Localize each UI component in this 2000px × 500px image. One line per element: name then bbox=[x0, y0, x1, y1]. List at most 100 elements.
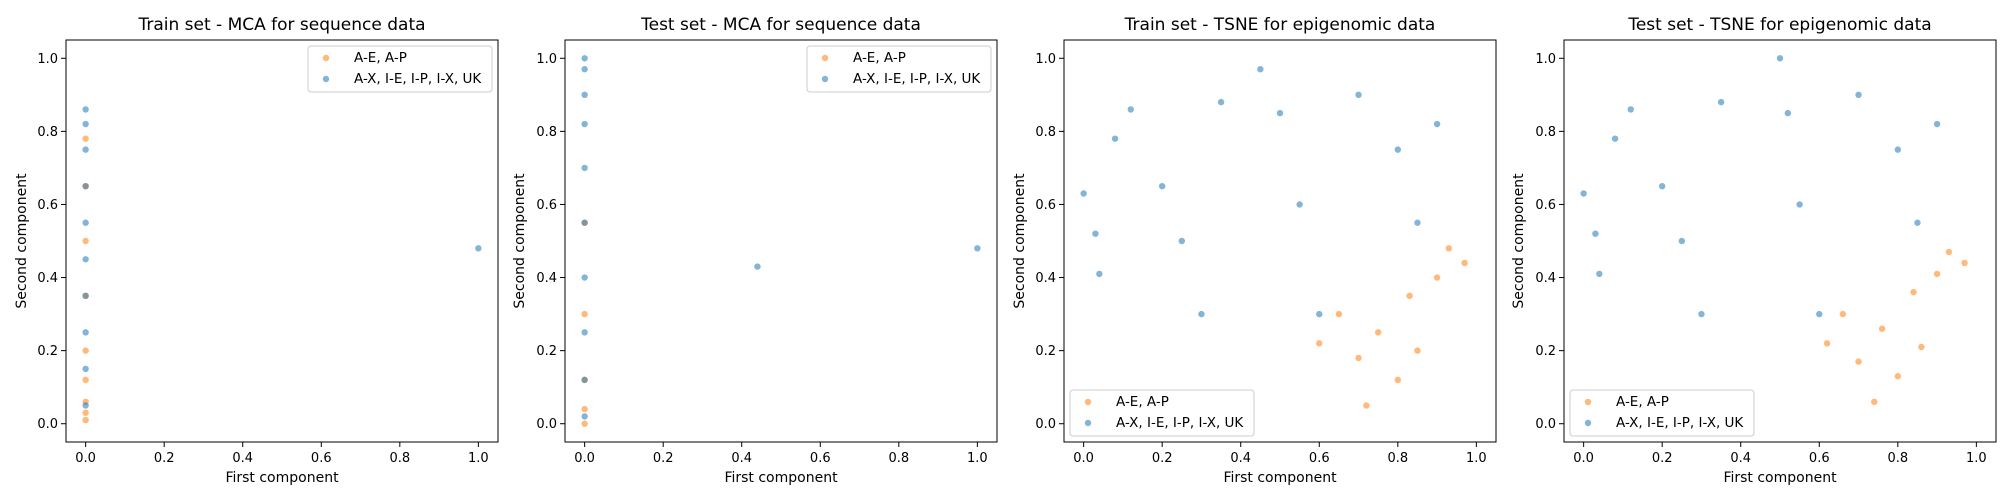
panel-4-series-a-point bbox=[1894, 373, 1902, 380]
panel-4-series-a-point bbox=[1918, 343, 1925, 351]
panel-2-series-b-point bbox=[581, 55, 588, 62]
panel-4-series-a-point bbox=[1839, 310, 1847, 318]
panel-2-ytick-label: 0.2 bbox=[536, 344, 557, 359]
panel-3-series-b-point bbox=[1096, 270, 1103, 278]
panel-1-legend: A-E, A-P A-X, I-E, I-P, I-X, UK bbox=[307, 45, 493, 93]
panel-4-series-b-point bbox=[1796, 201, 1803, 208]
panel-1-legend-marker-a bbox=[322, 54, 330, 62]
panel-2-ytick-label: 0.6 bbox=[536, 198, 557, 213]
panel-3-ytick-label: 0.8 bbox=[1035, 125, 1056, 140]
panel-2-legend-marker-a bbox=[821, 54, 829, 62]
panel-1-series-a-point bbox=[82, 409, 89, 416]
panel-2-series-b-point bbox=[581, 164, 588, 172]
panel-3-series-a-point bbox=[1414, 347, 1421, 354]
panel-2-xlabel: First component bbox=[724, 470, 838, 486]
panel-4: Test set - TSNE for epigenomic data 0.0 0… bbox=[1511, 15, 1997, 486]
panel-4-title: Test set - TSNE for epigenomic data bbox=[1627, 15, 1931, 35]
panel-1-ytick-label: 0.6 bbox=[37, 198, 58, 213]
panel-3-legend-marker-a bbox=[1084, 398, 1092, 406]
panel-4-ytick-label: 0.0 bbox=[1535, 417, 1556, 432]
panel-4-series-b-point bbox=[1592, 230, 1599, 237]
panel-1-xtick-label: 1.0 bbox=[468, 451, 489, 466]
panel-4-xticks: 0.0 0.2 0.4 0.6 0.8 1.0 bbox=[1573, 442, 1987, 466]
panel-4-xtick-label: 0.4 bbox=[1730, 451, 1751, 466]
panel-3-xtick-label: 1.0 bbox=[1466, 451, 1487, 466]
panel-3-xtick-label: 0.4 bbox=[1230, 451, 1251, 466]
panel-1-axes-frame bbox=[65, 39, 499, 443]
panel-3-ytick-label: 1.0 bbox=[1035, 52, 1056, 67]
panel-2: Test set - MCA for sequence data 0.0 0.2 0… bbox=[512, 15, 998, 486]
panel-3-title: Train set - TSNE for epigenomic data bbox=[1124, 15, 1436, 35]
panel-2-legend-box bbox=[806, 45, 992, 93]
panel-1-ylabel: Second component bbox=[14, 173, 30, 309]
panel-1-xtick-label: 0.6 bbox=[311, 451, 332, 466]
panel-2-ylabel: Second component bbox=[512, 173, 528, 309]
panel-4-series-b-point bbox=[1580, 190, 1587, 197]
panel-4-xlabel: First component bbox=[1723, 470, 1837, 486]
panel-3-series-b-point bbox=[1127, 106, 1134, 113]
panel-4-legend-label-a: A-E, A-P bbox=[1616, 394, 1669, 410]
panel-4-series-b-point bbox=[1698, 310, 1705, 318]
panel-4-series-a-point bbox=[1871, 398, 1878, 405]
panel-1-series-b-point bbox=[82, 402, 89, 409]
panel-2-ytick-label: 0.4 bbox=[536, 271, 557, 286]
panel-4-series-a-point bbox=[1910, 288, 1917, 296]
panel-3-series-b-point bbox=[1080, 190, 1087, 197]
panel-3-ytick-label: 0.4 bbox=[1035, 271, 1056, 286]
panel-4-series-b-point bbox=[1894, 146, 1902, 153]
panel-3: Train set - TSNE for epigenomic data 0.0… bbox=[1012, 15, 1497, 486]
panel-3-axes-frame bbox=[1063, 39, 1497, 443]
panel-3-series-a-point bbox=[1433, 274, 1441, 281]
panel-3-series-b-point bbox=[1158, 182, 1166, 190]
panel-4-legend-marker-b bbox=[1584, 419, 1592, 427]
panel-1-xtick-label: 0.4 bbox=[232, 451, 253, 466]
panel-2-xtick-label: 0.2 bbox=[653, 451, 674, 466]
panel-1-series-b-point bbox=[82, 120, 89, 128]
panel-3-series-a-point bbox=[1406, 292, 1413, 300]
panel-2-xtick-label: 0.0 bbox=[574, 451, 595, 466]
panel-2-xtick-label: 1.0 bbox=[967, 451, 988, 466]
panel-1-ytick-label: 0.0 bbox=[37, 417, 58, 432]
panel-4-yticks: 0.0 0.2 0.4 0.6 0.8 1.0 bbox=[1535, 52, 1564, 432]
panel-4-xtick-label: 0.8 bbox=[1887, 451, 1908, 466]
panel-4-series-a-point bbox=[1933, 270, 1941, 278]
panel-3-series-b-point bbox=[1394, 146, 1402, 153]
panel-3-series-a-point bbox=[1394, 376, 1402, 384]
panel-4-xtick-label: 0.2 bbox=[1652, 451, 1673, 466]
panel-2-title: Test set - MCA for sequence data bbox=[640, 15, 921, 35]
panel-2-series-b-point bbox=[581, 413, 588, 420]
panel-1-ytick-label: 0.8 bbox=[37, 125, 58, 140]
panel-2-series-b-point bbox=[581, 91, 588, 99]
panel-3-series-b-point bbox=[1433, 120, 1441, 128]
panel-3-series-a-point bbox=[1363, 402, 1370, 409]
panel-1-series-b-point bbox=[82, 146, 89, 153]
panel-4-ytick-label: 0.6 bbox=[1535, 198, 1556, 213]
panel-3-legend-label-b: A-X, I-E, I-P, I-X, UK bbox=[1116, 415, 1244, 431]
panel-3-series-a-point bbox=[1335, 310, 1343, 318]
panel-1-series-b-point bbox=[82, 106, 89, 113]
panel-3-series-a-point bbox=[1461, 259, 1468, 267]
panel-1-series-b-point bbox=[82, 256, 89, 263]
panel-3-xtick-label: 0.2 bbox=[1152, 451, 1173, 466]
panel-2-legend-label-a: A-E, A-P bbox=[853, 50, 906, 66]
panel-3-ylabel: Second component bbox=[1012, 173, 1028, 309]
panel-3-series-a-point bbox=[1316, 340, 1323, 347]
panel-1-series-b-point bbox=[475, 245, 482, 252]
panel-4-series-b-point bbox=[1933, 120, 1941, 128]
panel-1-series-b-point bbox=[82, 365, 89, 373]
panel-2-marks bbox=[581, 55, 981, 427]
panel-2-ytick-label: 0.0 bbox=[536, 417, 557, 432]
panel-4-ylabel: Second component bbox=[1511, 173, 1527, 309]
panel-3-series-a-point bbox=[1355, 354, 1362, 362]
panel-4-legend: A-E, A-P A-X, I-E, I-P, I-X, UK bbox=[1569, 389, 1755, 437]
panel-4-series-a-point bbox=[1823, 340, 1831, 347]
panel-4-series-b-point bbox=[1611, 135, 1619, 142]
panel-3-series-b-point bbox=[1217, 98, 1225, 106]
panel-1-series-a-point bbox=[82, 347, 89, 354]
panel-4-ytick-label: 0.8 bbox=[1535, 125, 1556, 140]
panel-2-series-b-point bbox=[581, 329, 588, 336]
panel-4-series-b-point bbox=[1914, 219, 1921, 226]
panel-1-xticks: 0.0 0.2 0.4 0.6 0.8 1.0 bbox=[75, 442, 489, 466]
panel-3-xtick-label: 0.0 bbox=[1073, 451, 1094, 466]
